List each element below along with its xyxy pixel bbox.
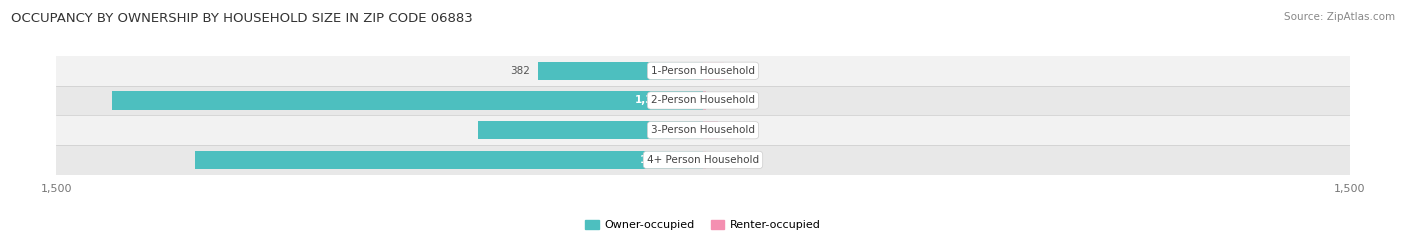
Text: 4+ Person Household: 4+ Person Household [647,155,759,165]
Text: 3-Person Household: 3-Person Household [651,125,755,135]
Bar [538,62,703,80]
Text: 1,179: 1,179 [640,155,672,165]
Bar [56,56,1350,86]
Bar [703,91,706,110]
Text: 7: 7 [714,96,721,106]
Text: 7: 7 [714,155,721,165]
Text: OCCUPANCY BY OWNERSHIP BY HOUSEHOLD SIZE IN ZIP CODE 06883: OCCUPANCY BY OWNERSHIP BY HOUSEHOLD SIZE… [11,12,472,25]
Text: Source: ZipAtlas.com: Source: ZipAtlas.com [1284,12,1395,22]
Text: 382: 382 [510,66,530,76]
Bar [56,115,1350,145]
Bar [478,121,703,139]
Text: 1-Person Household: 1-Person Household [651,66,755,76]
Text: 522: 522 [668,125,689,135]
Text: 34: 34 [727,125,740,135]
Text: 2-Person Household: 2-Person Household [651,96,755,106]
Bar [56,86,1350,115]
Bar [703,62,724,80]
Bar [56,145,1350,175]
Bar [703,151,706,169]
Bar [703,121,717,139]
Bar [112,91,703,110]
Text: 48: 48 [733,66,745,76]
Bar [194,151,703,169]
Text: 1,370: 1,370 [634,96,668,106]
Legend: Owner-occupied, Renter-occupied: Owner-occupied, Renter-occupied [581,215,825,233]
